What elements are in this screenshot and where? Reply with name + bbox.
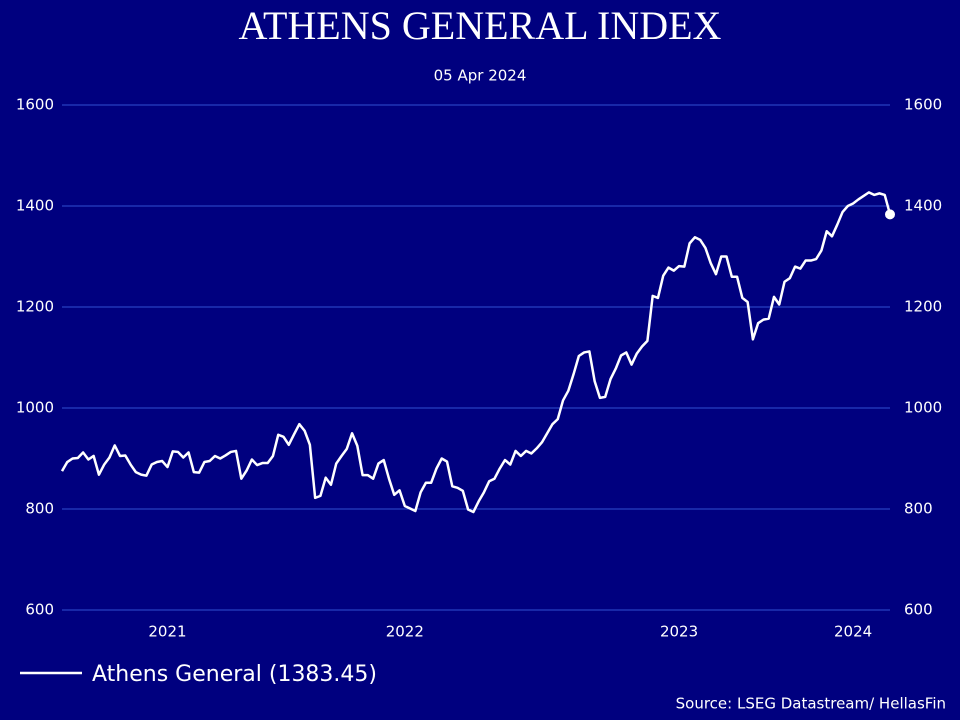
x-tick-label: 2022 [386,623,424,641]
y-tick-label: 800 [25,500,54,518]
source: Source: LSEG Datastream/ HellasFin [676,695,946,713]
y-tick-label: 1600 [16,96,54,114]
legend-label: Athens General (1383.45) [92,662,377,687]
x-tick-label: 2023 [660,623,698,641]
y2-tick-label: 1400 [904,197,942,215]
line [60,191,892,514]
y2-tick-label: 800 [904,500,933,518]
last-point [885,209,895,220]
x-tick-label: 2024 [834,623,872,641]
y-tick-label: 1200 [16,298,54,316]
y2-tick-label: 1000 [904,399,942,417]
chart-subtitle: 05 Apr 2024 [434,67,527,85]
y2-tick-label: 600 [904,601,933,619]
chart-title: ATHENS GENERAL INDEX [239,3,722,48]
y2-tick-label: 1200 [904,298,942,316]
y-tick-label: 1400 [16,197,54,215]
y2-tick-label: 1600 [904,96,942,114]
y-tick-label: 1000 [16,399,54,417]
x-tick-label: 2021 [148,623,186,641]
y-tick-label: 600 [25,601,54,619]
